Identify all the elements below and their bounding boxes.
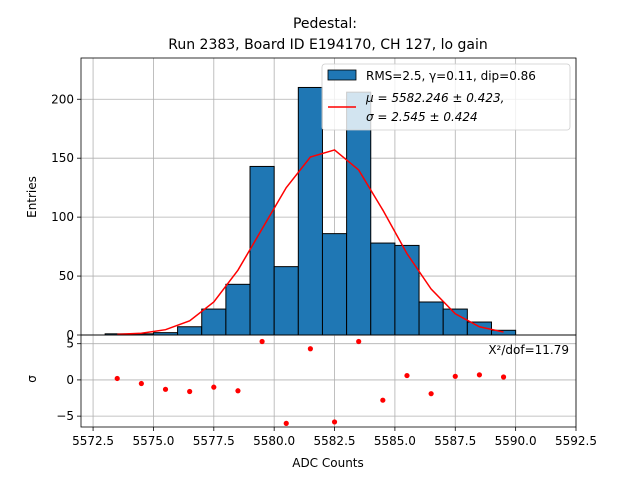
- legend-box: [321, 63, 571, 131]
- top-y-tick-label: 0: [66, 328, 74, 342]
- y-axis-label-top: Entries: [25, 176, 39, 218]
- residual-point: [356, 338, 362, 345]
- residual-point: [307, 346, 313, 352]
- top-y-ticks: 0 50 100 150 200: [51, 92, 81, 342]
- top-y-tick-label: 50: [59, 269, 74, 283]
- histogram-bar: [490, 329, 517, 336]
- x-tick-label: 5580.0: [253, 434, 295, 448]
- histogram-bar: [177, 326, 203, 336]
- fit-curve: [117, 149, 504, 336]
- histogram-bar: [394, 244, 420, 336]
- top-y-tick-label: 100: [51, 210, 74, 224]
- residual-point: [114, 375, 120, 382]
- histogram-bar: [273, 266, 299, 336]
- histogram-bar: [297, 86, 323, 336]
- residual-point: [452, 373, 458, 379]
- residual-point: [187, 388, 193, 395]
- residual-point: [259, 338, 265, 345]
- x-tick-label: 5575.0: [132, 434, 174, 448]
- x-tick-label: 5577.5: [193, 434, 235, 448]
- residual-point: [283, 420, 289, 426]
- bottom-y-tick-label: −5: [56, 409, 74, 423]
- bottom-axes-frame: [80, 334, 577, 428]
- x-tick-label: 5572.5: [72, 434, 114, 448]
- chart-title-line2: Run 2383, Board ID E194170, CH 127, lo g…: [168, 37, 487, 53]
- legend-fit-label-line2: σ = 2.545 ± 0.424: [366, 110, 478, 124]
- histogram-bars: [104, 86, 517, 336]
- bottom-y-tick-label: 0: [66, 373, 74, 387]
- x-tick-label: 5590.0: [495, 434, 537, 448]
- bottom-y-ticks: −5 0 5: [56, 337, 81, 423]
- histogram-bar: [201, 308, 227, 336]
- top-y-tick-label: 200: [51, 92, 74, 106]
- histogram-bar: [370, 242, 396, 336]
- residual-point: [138, 380, 144, 387]
- residual-panel: −5 0 5 X²/dof=11.79: [56, 334, 577, 428]
- x-axis-label: ADC Counts: [292, 456, 364, 470]
- x-tick-label: 5592.5: [555, 434, 597, 448]
- legend-fit-label-line1: μ = 5582.246 ± 0.423,: [365, 91, 504, 105]
- chi2-annotation: X²/dof=11.79: [488, 343, 569, 357]
- histogram-bar: [249, 165, 275, 336]
- residual-point: [500, 374, 507, 380]
- y-axis-label-bottom: σ: [25, 375, 39, 383]
- x-tick-label: 5582.5: [314, 434, 356, 448]
- top-y-tick-label: 150: [51, 151, 74, 165]
- legend: RMS=2.5, γ=0.11, dip=0.86 μ = 5582.246 ±…: [321, 63, 571, 131]
- x-tick-label: 5587.5: [434, 434, 476, 448]
- residual-point: [235, 388, 241, 394]
- histogram-bar: [346, 91, 372, 336]
- residual-point: [331, 419, 338, 425]
- chart-title-line1: Pedestal:: [293, 16, 357, 32]
- x-tick-label: 5585.0: [374, 434, 416, 448]
- residual-point: [380, 397, 386, 403]
- x-ticks: 5572.5 5575.0 5577.5 5580.0 5582.5 5585.0 5587…: [72, 427, 597, 448]
- residual-points: [114, 338, 507, 426]
- residual-point: [404, 372, 410, 379]
- legend-hist-label: RMS=2.5, γ=0.11, dip=0.86: [366, 69, 536, 83]
- histogram-bar: [321, 233, 348, 336]
- residual-point: [162, 386, 169, 392]
- legend-hist-swatch: [327, 69, 357, 81]
- histogram-bar: [418, 301, 444, 336]
- histogram-bar: [225, 283, 251, 336]
- residual-point: [428, 391, 434, 397]
- residual-point: [211, 384, 217, 390]
- bottom-y-tick-label: 5: [66, 337, 74, 351]
- residual-point: [476, 372, 483, 378]
